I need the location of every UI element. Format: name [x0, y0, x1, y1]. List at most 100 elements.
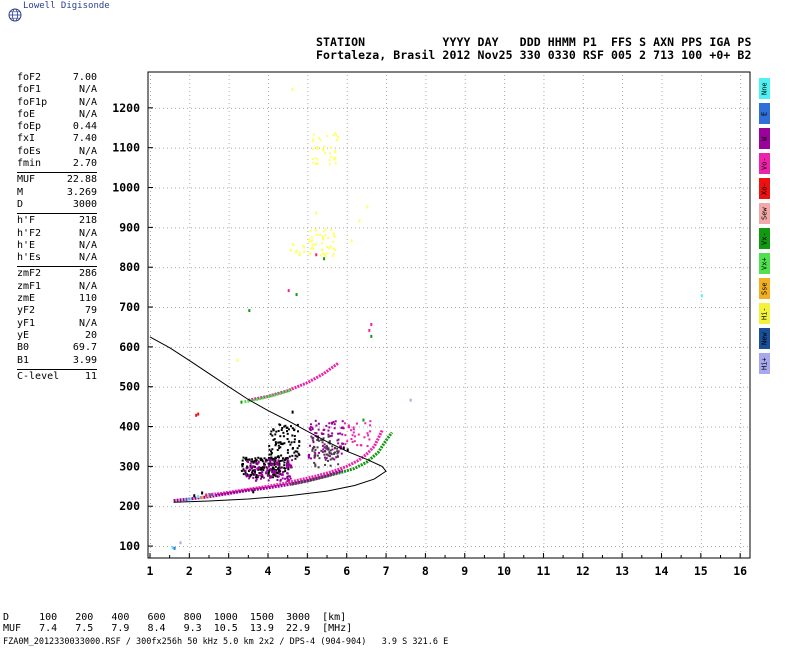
- grid-dot: [189, 311, 191, 312]
- grid-dot: [543, 395, 545, 396]
- grid-dot: [504, 299, 506, 300]
- grid-dot: [635, 227, 636, 229]
- grid-dot: [582, 279, 584, 280]
- grid-dot: [622, 315, 624, 316]
- grid-dot: [307, 419, 309, 420]
- grid-dot: [491, 147, 492, 149]
- grid-dot: [464, 91, 466, 92]
- grid-dot: [268, 311, 270, 312]
- grid-dot: [687, 307, 688, 309]
- grid-dot: [487, 307, 488, 309]
- grid-dot: [387, 107, 388, 109]
- grid-dot: [699, 227, 700, 229]
- grid-dot: [582, 551, 584, 552]
- grid-dot: [700, 147, 702, 148]
- echo-point: [268, 453, 271, 456]
- grid-dot: [371, 346, 372, 348]
- grid-dot: [622, 547, 624, 548]
- grid-dot: [679, 386, 680, 388]
- grid-dot: [504, 219, 506, 220]
- grid-dot: [740, 111, 742, 112]
- grid-dot: [149, 527, 151, 528]
- grid-dot: [355, 346, 356, 348]
- grid-dot: [215, 466, 216, 468]
- grid-dot: [591, 147, 592, 149]
- grid-dot: [425, 231, 427, 232]
- grid-dot: [639, 386, 640, 388]
- grid-dot: [543, 399, 545, 400]
- grid-dot: [228, 355, 230, 356]
- grid-dot: [582, 547, 584, 548]
- grid-dot: [495, 386, 496, 388]
- grid-dot: [622, 451, 624, 452]
- echo-point: [352, 426, 355, 429]
- grid-dot: [199, 346, 200, 348]
- grid-dot: [189, 435, 191, 436]
- echo-point: [272, 438, 275, 441]
- grid-dot: [582, 403, 584, 404]
- grid-dot: [687, 147, 688, 149]
- grid-dot: [511, 426, 512, 428]
- grid-dot: [504, 543, 506, 544]
- grid-dot: [219, 227, 220, 229]
- grid-dot: [504, 291, 506, 292]
- echo-point: [284, 470, 287, 473]
- grid-dot: [643, 187, 644, 189]
- grid-dot: [346, 315, 348, 316]
- echo-point: [321, 148, 324, 151]
- y-tick-label: 1100: [112, 141, 140, 155]
- legend-swatch: Vo-: [759, 153, 770, 174]
- grid-dot: [268, 267, 270, 268]
- grid-dot: [611, 426, 612, 428]
- grid-dot: [425, 351, 427, 352]
- grid-dot: [439, 466, 440, 468]
- echo-point: [303, 250, 306, 253]
- grid-dot: [189, 519, 191, 520]
- grid-dot: [346, 475, 348, 476]
- grid-dot: [163, 386, 164, 388]
- grid-dot: [363, 227, 364, 229]
- grid-dot: [231, 346, 232, 348]
- grid-dot: [268, 279, 270, 280]
- echo-point: [286, 476, 289, 479]
- grid-dot: [515, 147, 516, 149]
- grid-dot: [189, 391, 191, 392]
- echo-point: [288, 455, 291, 458]
- grid-dot: [223, 147, 224, 149]
- grid-dot: [183, 506, 184, 508]
- grid-dot: [189, 399, 191, 400]
- grid-dot: [519, 386, 520, 388]
- grid-dot: [740, 91, 742, 92]
- grid-dot: [661, 171, 663, 172]
- grid-dot: [511, 546, 512, 548]
- grid-dot: [379, 227, 380, 229]
- grid-dot: [149, 335, 151, 336]
- grid-dot: [667, 107, 668, 109]
- grid-dot: [228, 79, 230, 80]
- echo-point: [324, 255, 327, 258]
- grid-dot: [425, 167, 427, 168]
- grid-dot: [531, 107, 532, 109]
- grid-dot: [435, 147, 436, 149]
- echo-point: [344, 443, 347, 446]
- echo-point: [274, 459, 277, 462]
- grid-dot: [307, 227, 308, 229]
- echo-point: [274, 444, 277, 447]
- echo-point: [266, 469, 269, 472]
- grid-dot: [635, 466, 636, 468]
- grid-dot: [359, 307, 360, 309]
- grid-dot: [622, 271, 624, 272]
- grid-dot: [228, 383, 230, 384]
- grid-dot: [228, 119, 230, 120]
- grid-dot: [386, 127, 388, 128]
- grid-dot: [740, 187, 742, 188]
- grid-dot: [391, 506, 392, 508]
- grid-dot: [159, 307, 160, 309]
- grid-dot: [663, 187, 664, 189]
- grid-dot: [559, 227, 560, 229]
- grid-dot: [471, 466, 472, 468]
- grid-dot: [447, 107, 448, 109]
- grid-dot: [228, 447, 230, 448]
- grid-dot: [243, 187, 244, 189]
- grid-dot: [219, 506, 220, 508]
